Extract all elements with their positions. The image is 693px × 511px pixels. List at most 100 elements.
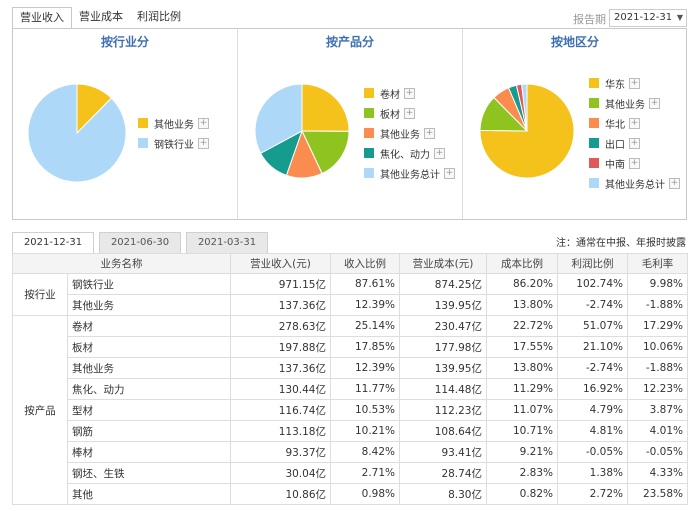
pie-chart-industry bbox=[27, 83, 127, 183]
cell-value: 10.86亿 bbox=[230, 483, 331, 505]
expand-plus-icon[interactable]: + bbox=[404, 87, 415, 99]
row-name: 焦化、动力 bbox=[67, 378, 231, 400]
expand-plus-icon[interactable]: + bbox=[424, 127, 435, 139]
cell-value: 102.74% bbox=[557, 273, 628, 295]
expand-plus-icon[interactable]: + bbox=[198, 137, 209, 149]
legend-item[interactable]: 其他业务 + bbox=[589, 93, 680, 113]
cell-value: 874.25亿 bbox=[399, 273, 487, 295]
legend-swatch bbox=[364, 148, 374, 158]
legend-region: 华东 + 其他业务 + 华北 + 出口 + 中南 + 其他业务总计 + bbox=[589, 73, 680, 193]
cell-value: 30.04亿 bbox=[230, 462, 331, 484]
chart-by-product: 按产品分 卷材 + 板材 + 其他业务 + 焦化、动力 + 其他业务总计 + bbox=[237, 29, 462, 219]
cell-value: -2.74% bbox=[557, 357, 628, 379]
legend-label: 焦化、动力 bbox=[380, 149, 430, 161]
tab-date-2021-12-31[interactable]: 2021-12-31 bbox=[12, 232, 94, 253]
pie-chart-region bbox=[479, 83, 575, 179]
expand-plus-icon[interactable]: + bbox=[629, 117, 640, 129]
tab-profit-ratio[interactable]: 利润比例 bbox=[137, 10, 181, 23]
col-header-profit-ratio: 利润比例 bbox=[557, 253, 628, 274]
top-tab-bar: 营业收入 营业成本 利润比例 bbox=[12, 7, 188, 28]
cell-value: 4.81% bbox=[557, 420, 628, 442]
cell-value: 22.72% bbox=[486, 315, 558, 337]
expand-plus-icon[interactable]: + bbox=[629, 137, 640, 149]
pie-slice[interactable] bbox=[27, 83, 127, 183]
cell-value: 9.98% bbox=[627, 273, 688, 295]
cell-value: 93.41亿 bbox=[399, 441, 487, 463]
legend-item[interactable]: 板材 + bbox=[364, 103, 455, 123]
legend-swatch bbox=[589, 78, 599, 88]
cell-value: 971.15亿 bbox=[230, 273, 331, 295]
col-header-business-name: 业务名称 bbox=[12, 253, 231, 274]
legend-item[interactable]: 其他业务 + bbox=[138, 113, 209, 133]
row-name: 钢坯、生铁 bbox=[67, 462, 231, 484]
legend-label: 中南 bbox=[605, 159, 625, 171]
legend-item[interactable]: 焦化、动力 + bbox=[364, 143, 455, 163]
legend-item[interactable]: 出口 + bbox=[589, 133, 680, 153]
pie-slice[interactable] bbox=[521, 83, 528, 132]
table-header-row: 业务名称 营业收入(元) 收入比例 营业成本(元) 成本比例 利润比例 毛利率 bbox=[12, 253, 688, 274]
expand-plus-icon[interactable]: + bbox=[629, 77, 640, 89]
expand-plus-icon[interactable]: + bbox=[404, 107, 415, 119]
date-tab-bar: 2021-12-31 2021-06-30 2021-03-31 bbox=[12, 232, 273, 253]
cell-value: 8.30亿 bbox=[399, 483, 487, 505]
legend-item[interactable]: 其他业务总计 + bbox=[364, 163, 455, 183]
cell-value: 0.98% bbox=[330, 483, 400, 505]
col-header-cost-ratio: 成本比例 bbox=[486, 253, 558, 274]
pie-slice[interactable] bbox=[301, 130, 350, 175]
cell-value: 25.14% bbox=[330, 315, 400, 337]
legend-swatch bbox=[589, 178, 599, 188]
cell-value: 11.29% bbox=[486, 378, 558, 400]
chart-title: 按产品分 bbox=[325, 35, 374, 49]
legend-swatch bbox=[364, 168, 374, 178]
legend-item[interactable]: 钢铁行业 + bbox=[138, 133, 209, 153]
legend-item[interactable]: 华东 + bbox=[589, 73, 680, 93]
business-table: 业务名称 营业收入(元) 收入比例 营业成本(元) 成本比例 利润比例 毛利率 … bbox=[12, 253, 688, 505]
cell-value: 139.95亿 bbox=[399, 357, 487, 379]
table-row: 型材 116.74亿 10.53% 112.23亿 11.07% 4.79% 3.87% bbox=[13, 399, 688, 421]
legend-label: 其他业务 bbox=[154, 119, 194, 131]
cell-value: -0.05% bbox=[557, 441, 628, 463]
cell-value: 10.06% bbox=[627, 336, 688, 358]
expand-plus-icon[interactable]: + bbox=[649, 97, 660, 109]
expand-plus-icon[interactable]: + bbox=[629, 157, 640, 169]
row-name: 其他 bbox=[67, 483, 231, 505]
cell-value: 12.39% bbox=[330, 294, 400, 316]
cell-value: 1.38% bbox=[557, 462, 628, 484]
tab-cost[interactable]: 营业成本 bbox=[79, 10, 123, 23]
legend-label: 其他业务总计 bbox=[380, 169, 440, 181]
legend-item[interactable]: 华北 + bbox=[589, 113, 680, 133]
cell-value: 10.53% bbox=[330, 399, 400, 421]
tab-date-2021-03-31[interactable]: 2021-03-31 bbox=[186, 232, 268, 253]
legend-item[interactable]: 中南 + bbox=[589, 153, 680, 173]
cell-value: 11.77% bbox=[330, 378, 400, 400]
legend-item[interactable]: 卷材 + bbox=[364, 83, 455, 103]
legend-swatch bbox=[589, 158, 599, 168]
legend-label: 其他业务 bbox=[380, 129, 420, 141]
report-period-select[interactable]: 2021-12-31 ▼ bbox=[609, 9, 687, 27]
expand-plus-icon[interactable]: + bbox=[669, 177, 680, 189]
row-name: 板材 bbox=[67, 336, 231, 358]
legend-item[interactable]: 其他业务总计 + bbox=[589, 173, 680, 193]
cell-value: 9.21% bbox=[486, 441, 558, 463]
cell-value: 4.79% bbox=[557, 399, 628, 421]
legend-item[interactable]: 其他业务 + bbox=[364, 123, 455, 143]
cell-value: 278.63亿 bbox=[230, 315, 331, 337]
tab-date-2021-06-30[interactable]: 2021-06-30 bbox=[99, 232, 181, 253]
cell-value: 139.95亿 bbox=[399, 294, 487, 316]
expand-plus-icon[interactable]: + bbox=[444, 167, 455, 179]
tab-revenue[interactable]: 营业收入 bbox=[12, 7, 72, 28]
cell-value: 112.23亿 bbox=[399, 399, 487, 421]
table-row: 按产品 卷材 278.63亿 25.14% 230.47亿 22.72% 51.07% 17.… bbox=[12, 315, 688, 505]
col-header-cost: 营业成本(元) bbox=[399, 253, 487, 274]
cell-value: 17.85% bbox=[330, 336, 400, 358]
pie-slice[interactable] bbox=[254, 83, 303, 154]
pie-slice[interactable] bbox=[301, 83, 350, 132]
expand-plus-icon[interactable]: + bbox=[198, 117, 209, 129]
legend-swatch bbox=[364, 108, 374, 118]
cell-value: 12.39% bbox=[330, 357, 400, 379]
cell-value: 197.88亿 bbox=[230, 336, 331, 358]
cell-value: 230.47亿 bbox=[399, 315, 487, 337]
cell-value: 13.80% bbox=[486, 294, 558, 316]
legend-label: 钢铁行业 bbox=[154, 139, 194, 151]
expand-plus-icon[interactable]: + bbox=[434, 147, 445, 159]
